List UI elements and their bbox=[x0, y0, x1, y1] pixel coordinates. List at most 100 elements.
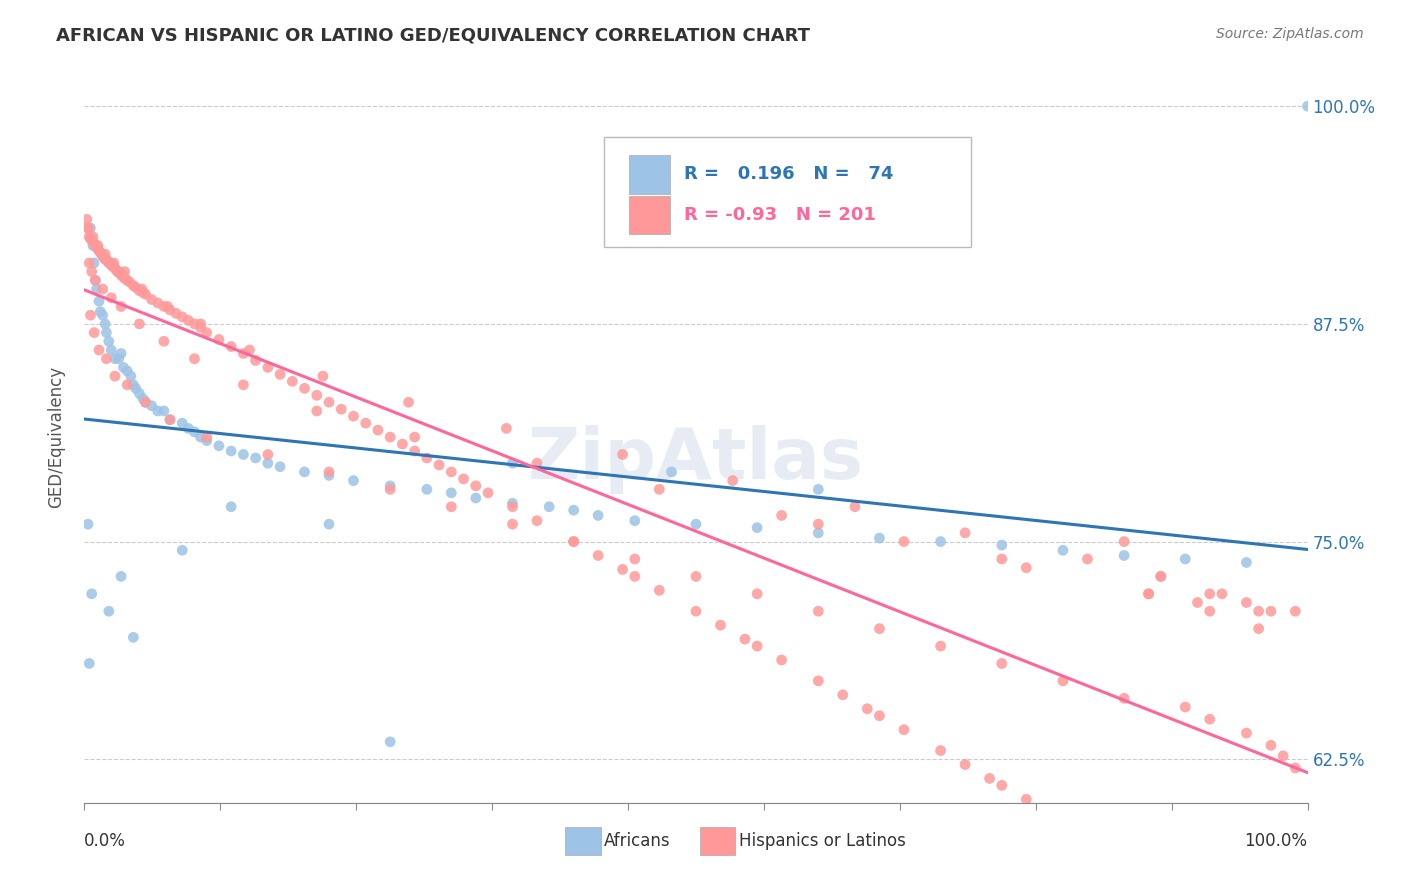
Point bbox=[380, 430, 402, 444]
Point bbox=[1076, 552, 1098, 566]
Point bbox=[269, 368, 291, 382]
Point bbox=[1137, 587, 1160, 601]
Point bbox=[404, 444, 426, 458]
Point bbox=[80, 265, 103, 279]
Point bbox=[538, 500, 561, 514]
Point bbox=[153, 404, 176, 418]
Point bbox=[118, 275, 141, 289]
Point bbox=[104, 369, 127, 384]
Point bbox=[380, 479, 402, 493]
Point bbox=[103, 256, 125, 270]
Point bbox=[79, 308, 101, 322]
Point bbox=[312, 369, 335, 384]
Point bbox=[172, 416, 194, 430]
Point bbox=[153, 334, 176, 349]
Point bbox=[97, 254, 120, 268]
Text: AFRICAN VS HISPANIC OR LATINO GED/EQUIVALENCY CORRELATION CHART: AFRICAN VS HISPANIC OR LATINO GED/EQUIVA… bbox=[56, 27, 810, 45]
Point bbox=[128, 386, 150, 401]
Point bbox=[562, 503, 585, 517]
Point bbox=[367, 423, 389, 437]
Point bbox=[1174, 700, 1197, 714]
Point bbox=[330, 402, 353, 417]
Point bbox=[1137, 862, 1160, 876]
Point bbox=[807, 525, 830, 540]
Point bbox=[105, 263, 128, 277]
Point bbox=[83, 256, 105, 270]
Point bbox=[427, 458, 450, 472]
Point bbox=[79, 221, 101, 235]
Point bbox=[869, 708, 891, 723]
Point bbox=[135, 395, 157, 409]
Point bbox=[416, 450, 439, 465]
Point bbox=[586, 508, 609, 523]
Point bbox=[562, 534, 585, 549]
Point bbox=[115, 364, 138, 378]
Point bbox=[354, 416, 377, 430]
Point bbox=[562, 534, 585, 549]
Point bbox=[77, 221, 100, 235]
Point bbox=[929, 743, 952, 757]
Point bbox=[94, 252, 117, 267]
Point bbox=[281, 375, 304, 389]
Point bbox=[1198, 587, 1220, 601]
Point bbox=[195, 326, 218, 340]
Point bbox=[159, 412, 181, 426]
Point bbox=[1198, 712, 1220, 726]
Point bbox=[177, 421, 200, 435]
Point bbox=[709, 618, 731, 632]
Point bbox=[257, 456, 280, 470]
Point bbox=[612, 448, 634, 462]
Point bbox=[1114, 534, 1136, 549]
Point bbox=[1114, 691, 1136, 706]
Point bbox=[195, 434, 218, 448]
Point bbox=[1150, 569, 1173, 583]
Point bbox=[104, 351, 127, 366]
Point bbox=[96, 252, 118, 267]
Point bbox=[100, 343, 122, 357]
Point bbox=[232, 346, 254, 360]
Point bbox=[97, 334, 120, 349]
Point bbox=[87, 244, 110, 258]
Point bbox=[82, 229, 104, 244]
Point bbox=[114, 265, 136, 279]
Point bbox=[1260, 739, 1282, 753]
Point bbox=[648, 583, 671, 598]
Point bbox=[135, 287, 157, 301]
Point bbox=[219, 500, 242, 514]
Point bbox=[87, 294, 110, 309]
FancyBboxPatch shape bbox=[700, 827, 735, 855]
Point bbox=[86, 240, 108, 254]
Point bbox=[86, 282, 108, 296]
Point bbox=[190, 317, 212, 331]
Point bbox=[294, 381, 316, 395]
Point bbox=[183, 351, 205, 366]
Text: 100.0%: 100.0% bbox=[1244, 832, 1308, 850]
Point bbox=[97, 256, 120, 270]
Point bbox=[190, 430, 212, 444]
Point bbox=[624, 569, 647, 583]
Point bbox=[128, 284, 150, 298]
Point bbox=[1247, 622, 1270, 636]
Point bbox=[257, 448, 280, 462]
Point bbox=[380, 483, 402, 497]
Point bbox=[110, 569, 132, 583]
Point bbox=[1260, 604, 1282, 618]
Point bbox=[526, 456, 548, 470]
Point bbox=[893, 534, 915, 549]
Point bbox=[844, 500, 866, 514]
Point bbox=[495, 421, 517, 435]
Point bbox=[1236, 726, 1258, 740]
Point bbox=[1247, 604, 1270, 618]
Point bbox=[84, 273, 107, 287]
Point bbox=[141, 399, 163, 413]
Point bbox=[1236, 595, 1258, 609]
Point bbox=[1211, 587, 1233, 601]
FancyBboxPatch shape bbox=[605, 137, 972, 247]
Point bbox=[734, 632, 756, 646]
Point bbox=[1174, 883, 1197, 892]
Point bbox=[76, 212, 98, 227]
Point bbox=[91, 308, 114, 322]
Point bbox=[219, 339, 242, 353]
Point bbox=[807, 673, 830, 688]
Point bbox=[464, 479, 486, 493]
